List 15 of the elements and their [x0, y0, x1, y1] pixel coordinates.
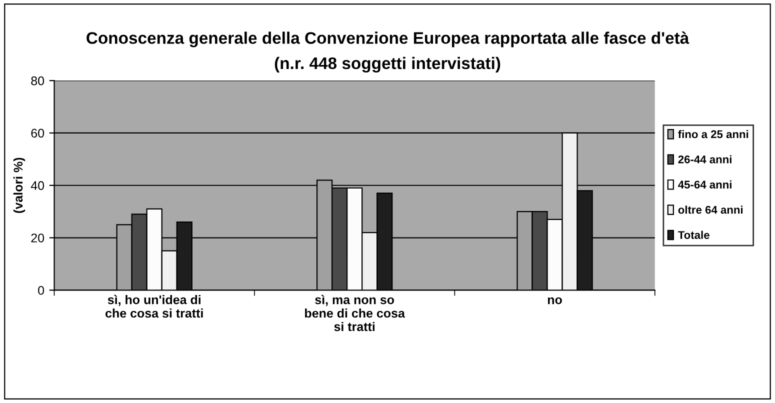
x-tick-label: no — [548, 297, 562, 304]
legend-label: Totale — [678, 230, 710, 239]
legend-label: 26-44 anni — [678, 155, 732, 164]
y-tick-label: 60 — [31, 128, 44, 138]
legend-label: fino a 25 anni — [678, 130, 748, 138]
y-axis-title: (valori %) — [13, 158, 26, 213]
legend-label: 45-64 anni — [678, 180, 732, 189]
y-tick-label: 20 — [31, 234, 44, 242]
y-tick-label: 40 — [30, 181, 44, 190]
y-tick-label: 0 — [38, 286, 44, 295]
y-tick-label: 80 — [31, 76, 44, 86]
chart-title: Conoscenza generale della Convenzione Europea rapportata alle fasce d'età (n.r. 448 soggetti intervistati) — [86, 32, 690, 73]
legend-label: oltre 64 anni — [678, 206, 743, 214]
x-tick-label: sì, ma non so bene di che cosa si tratti — [305, 294, 406, 332]
x-tick-label: sì, ho un'idea di che cosa si tratti — [106, 294, 203, 318]
